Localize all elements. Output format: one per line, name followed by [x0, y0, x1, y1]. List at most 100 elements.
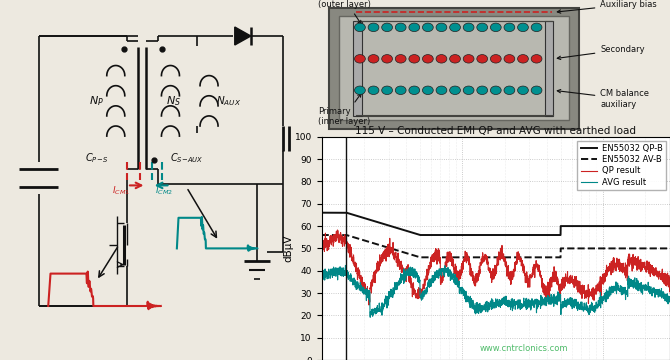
Circle shape	[423, 23, 433, 32]
Circle shape	[436, 55, 447, 63]
Text: CM balance
auxiliary: CM balance auxiliary	[557, 89, 649, 109]
AVG result	[318, 275, 326, 279]
AVG result	[487, 302, 495, 306]
QP result	[478, 261, 486, 265]
Circle shape	[504, 55, 515, 63]
EN55032 QP-B	[416, 233, 424, 237]
Circle shape	[354, 86, 365, 95]
Text: Secondary: Secondary	[557, 45, 645, 59]
Circle shape	[395, 23, 406, 32]
EN55032 AV-B	[656, 246, 664, 251]
Line: QP result: QP result	[322, 230, 670, 305]
EN55032 QP-B	[666, 224, 670, 228]
Text: $N_P$: $N_P$	[89, 94, 104, 108]
Text: Primary
(outer layer): Primary (outer layer)	[318, 0, 371, 24]
Circle shape	[450, 86, 460, 95]
Circle shape	[395, 55, 406, 63]
EN55032 QP-B	[592, 224, 600, 228]
Circle shape	[354, 23, 365, 32]
Line: EN55032 AV-B: EN55032 AV-B	[322, 235, 670, 257]
QP result	[365, 303, 373, 307]
Circle shape	[490, 55, 501, 63]
Bar	[328, 8, 580, 129]
AVG result	[478, 304, 486, 308]
Circle shape	[504, 86, 515, 95]
AVG result	[666, 295, 670, 300]
Circle shape	[531, 86, 542, 95]
Text: $C_{S\!-\!AUX}$: $C_{S\!-\!AUX}$	[170, 152, 204, 165]
Text: $I_{CM2}$: $I_{CM2}$	[155, 185, 173, 197]
Circle shape	[531, 55, 542, 63]
Line: EN55032 QP-B: EN55032 QP-B	[322, 213, 670, 235]
Circle shape	[368, 23, 379, 32]
Circle shape	[463, 55, 474, 63]
Circle shape	[354, 55, 365, 63]
AVG result	[592, 300, 600, 304]
EN55032 QP-B	[318, 211, 326, 215]
EN55032 AV-B	[416, 255, 424, 260]
EN55032 QP-B	[336, 211, 344, 215]
Circle shape	[409, 86, 419, 95]
AVG result	[656, 289, 664, 293]
QP result	[334, 228, 342, 232]
Text: Primary
(inner layer): Primary (inner layer)	[318, 94, 371, 126]
Text: $N_{AUX}$: $N_{AUX}$	[216, 94, 241, 108]
AVG result	[336, 267, 344, 271]
QP result	[336, 238, 344, 243]
EN55032 QP-B	[656, 224, 664, 228]
EN55032 AV-B	[478, 255, 486, 260]
Circle shape	[463, 86, 474, 95]
Line: AVG result: AVG result	[322, 265, 670, 317]
Text: $C_{P\!-\!S}$: $C_{P\!-\!S}$	[85, 152, 108, 165]
Circle shape	[382, 86, 393, 95]
Circle shape	[450, 23, 460, 32]
QP result	[656, 271, 664, 276]
Circle shape	[477, 55, 488, 63]
Circle shape	[368, 86, 379, 95]
Circle shape	[504, 23, 515, 32]
Circle shape	[477, 23, 488, 32]
Circle shape	[517, 23, 529, 32]
Circle shape	[409, 55, 419, 63]
Circle shape	[436, 86, 447, 95]
Circle shape	[490, 23, 501, 32]
EN55032 QP-B	[487, 233, 495, 237]
EN55032 QP-B	[656, 224, 664, 228]
Circle shape	[531, 23, 542, 32]
Circle shape	[409, 23, 419, 32]
EN55032 AV-B	[318, 233, 326, 237]
EN55032 AV-B	[487, 255, 495, 260]
AVG result	[656, 291, 664, 296]
Circle shape	[450, 55, 460, 63]
Bar	[356, 21, 551, 116]
Text: Auxiliary bias: Auxiliary bias	[557, 0, 657, 13]
Y-axis label: dBμV: dBμV	[283, 235, 293, 262]
QP result	[487, 271, 495, 276]
Circle shape	[423, 55, 433, 63]
Circle shape	[368, 55, 379, 63]
EN55032 QP-B	[478, 233, 486, 237]
Circle shape	[382, 23, 393, 32]
Circle shape	[517, 86, 529, 95]
Circle shape	[490, 86, 501, 95]
Circle shape	[395, 86, 406, 95]
Text: $N_S$: $N_S$	[166, 94, 181, 108]
AVG result	[342, 263, 350, 267]
AVG result	[366, 315, 375, 319]
Bar	[339, 17, 569, 120]
Polygon shape	[234, 27, 251, 45]
QP result	[592, 283, 600, 288]
Bar	[353, 21, 362, 116]
Circle shape	[517, 55, 529, 63]
Circle shape	[463, 23, 474, 32]
Bar	[545, 21, 553, 116]
QP result	[666, 273, 670, 278]
EN55032 AV-B	[336, 233, 344, 237]
QP result	[318, 244, 326, 249]
Circle shape	[423, 86, 433, 95]
EN55032 AV-B	[656, 246, 664, 251]
Text: $I_{CM1}$: $I_{CM1}$	[112, 185, 129, 197]
QP result	[656, 274, 664, 278]
Legend: EN55032 QP-B, EN55032 AV-B, QP result, AVG result: EN55032 QP-B, EN55032 AV-B, QP result, A…	[578, 141, 666, 190]
Text: www.cntrclonics.com: www.cntrclonics.com	[480, 344, 568, 353]
